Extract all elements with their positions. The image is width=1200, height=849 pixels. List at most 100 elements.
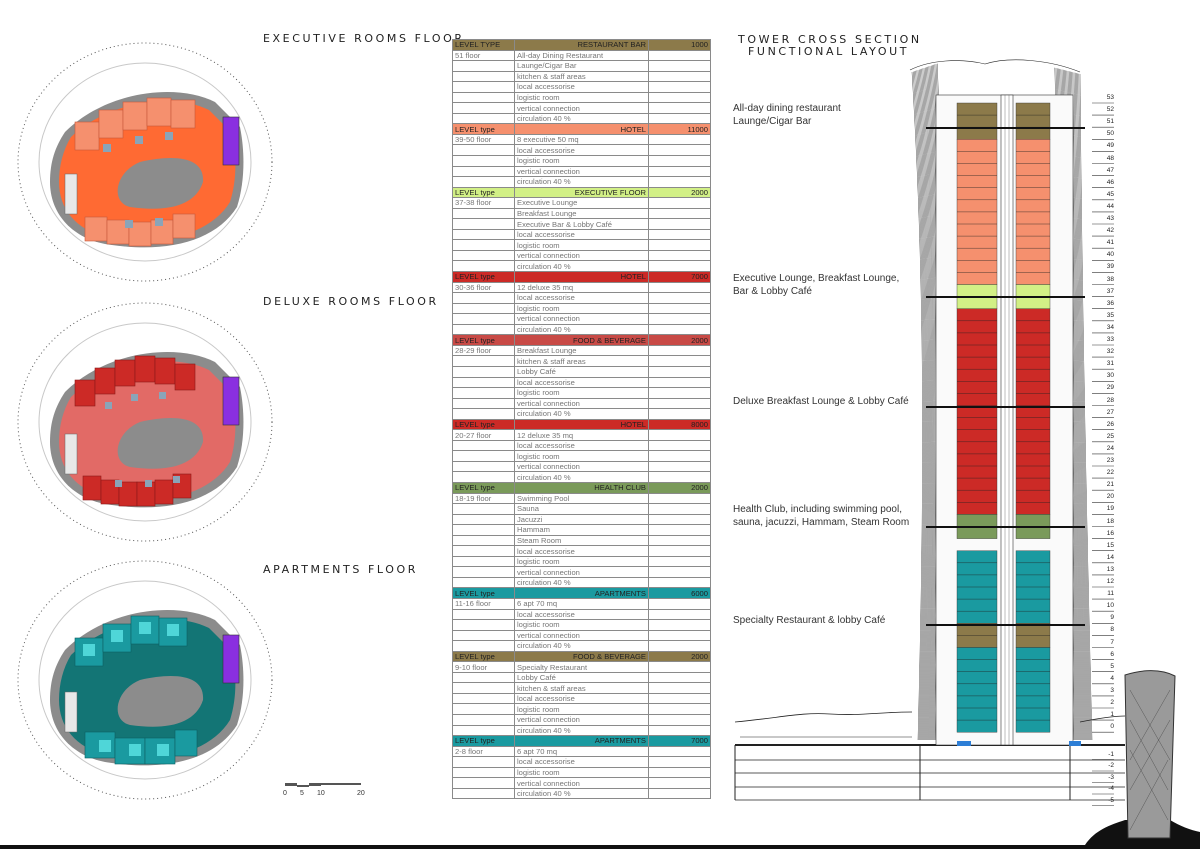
annotation-deluxe: Deluxe Breakfast Lounge & Lobby Café bbox=[733, 396, 909, 407]
table-cell-empty bbox=[648, 555, 711, 568]
floor-label: -5 bbox=[1108, 796, 1114, 804]
table-section-header: LEVEL type APARTMENTS 7000 bbox=[452, 735, 711, 747]
table-row: local accessorise bbox=[452, 756, 711, 768]
table-cell-empty bbox=[648, 619, 711, 631]
section-band-3-right bbox=[1015, 308, 1051, 515]
table-section-header: LEVEL type FOOD & BEVERAGE 2000 bbox=[452, 334, 711, 346]
floor-label: 28 bbox=[1106, 396, 1114, 404]
floor-label: 34 bbox=[1106, 323, 1114, 331]
deluxe-plan-core-violet bbox=[222, 376, 240, 426]
apartments-plan-core-violet bbox=[222, 634, 240, 684]
table-section-header: LEVEL type HOTEL 8000 bbox=[452, 418, 711, 431]
table-row: 2-8 floor 6 apt 70 mq bbox=[452, 745, 711, 758]
table-cell-empty bbox=[648, 692, 711, 705]
floor-label: 20 bbox=[1106, 493, 1114, 501]
apartments-floor-heading: APARTMENTS FLOOR bbox=[263, 563, 419, 576]
table-cell-empty bbox=[648, 661, 711, 673]
floor-label: 21 bbox=[1106, 481, 1114, 489]
floor-label: 4 bbox=[1110, 674, 1114, 682]
table-cell-area: 2000 bbox=[648, 650, 711, 663]
floor-label: 23 bbox=[1106, 457, 1114, 464]
floor-label: -2 bbox=[1108, 762, 1114, 769]
floor-label: 46 bbox=[1106, 178, 1114, 186]
table-cell-empty bbox=[648, 513, 711, 526]
section-band-3-left bbox=[956, 308, 998, 515]
table-row: vertical connection bbox=[452, 714, 711, 726]
table-row: local accessorise bbox=[452, 545, 711, 557]
table-cell-empty bbox=[648, 629, 711, 642]
table-cell-empty bbox=[648, 566, 711, 578]
facade-fin-left bbox=[915, 70, 926, 741]
facade-fin-left bbox=[919, 69, 929, 741]
apartments-plan bbox=[17, 560, 273, 800]
exec-plan-core-violet bbox=[222, 116, 240, 166]
floor-label: 1 bbox=[1110, 711, 1114, 719]
floor-label: 51 bbox=[1106, 118, 1114, 126]
table-row: logistic room bbox=[452, 555, 711, 568]
section-heading-line2: FUNCTIONAL LAYOUT bbox=[748, 45, 910, 58]
scale-label-0: 0 bbox=[283, 790, 287, 797]
facade-fin-left bbox=[913, 71, 924, 741]
table-row: circulation 40 % bbox=[452, 576, 711, 589]
annotation-executive: Executive Lounge, Breakfast Lounge, Bar … bbox=[733, 273, 900, 297]
floor-label: 2 bbox=[1110, 699, 1114, 706]
floor-label: 31 bbox=[1106, 360, 1114, 368]
facade-fin-left bbox=[922, 68, 932, 741]
table-row: vertical connection bbox=[452, 460, 711, 473]
table-section-header: LEVEL type EXECUTIVE FLOOR 2000 bbox=[452, 186, 711, 199]
floor-label: 7 bbox=[1110, 638, 1114, 646]
floor-label: -1 bbox=[1108, 750, 1114, 758]
table-cell-empty bbox=[648, 714, 711, 726]
facade-fin-left bbox=[916, 70, 927, 741]
table-row: 11-16 floor 6 apt 70 mq bbox=[452, 598, 711, 610]
table-section-header: LEVEL type APARTMENTS 6000 bbox=[452, 587, 711, 599]
facade-fin-left bbox=[926, 67, 936, 741]
facade-fin-left bbox=[921, 68, 931, 741]
floor-level-ticks bbox=[1092, 102, 1114, 806]
scale-label-20: 20 bbox=[357, 790, 365, 797]
floor-label: 42 bbox=[1106, 227, 1114, 235]
table-row: local accessorise bbox=[452, 692, 711, 705]
section-band-0-left bbox=[956, 102, 998, 140]
floor-label: 27 bbox=[1106, 408, 1114, 416]
floor-label: 10 bbox=[1106, 602, 1114, 610]
floor-label: 37 bbox=[1106, 287, 1114, 295]
facade-fin-left bbox=[914, 71, 925, 741]
table-row: vertical connection bbox=[452, 629, 711, 642]
deluxe-plan bbox=[17, 302, 273, 542]
table-cell-empty bbox=[648, 682, 711, 694]
table-row: logistic room bbox=[452, 619, 711, 631]
floor-label: 11 bbox=[1107, 590, 1114, 598]
floor-label: 6 bbox=[1110, 650, 1114, 658]
table-cell-empty bbox=[648, 524, 711, 536]
section-band-0-right bbox=[1015, 102, 1051, 140]
floor-label: 53 bbox=[1106, 94, 1114, 101]
scale-label-10: 10 bbox=[317, 790, 325, 797]
table-section-header: LEVEL type FOOD & BEVERAGE 2000 bbox=[452, 650, 711, 663]
table-row: Lobby Café bbox=[452, 671, 711, 684]
floor-label: 3 bbox=[1110, 686, 1114, 694]
table-row: logistic room bbox=[452, 703, 711, 715]
neighbour-building bbox=[1124, 670, 1176, 839]
table-cell-empty bbox=[648, 703, 711, 715]
facade-fin-left bbox=[917, 69, 928, 741]
table-row: circulation 40 % bbox=[452, 640, 711, 652]
table-cell-empty bbox=[648, 608, 711, 621]
floor-label: 8 bbox=[1110, 626, 1114, 634]
floor-label: 45 bbox=[1106, 190, 1114, 198]
floor-label: 33 bbox=[1106, 336, 1114, 343]
floor-label: 25 bbox=[1106, 432, 1114, 440]
facade-fin-left bbox=[911, 71, 923, 741]
table-cell-empty bbox=[648, 576, 711, 589]
tower-crown bbox=[909, 59, 1081, 73]
floor-plans bbox=[17, 42, 361, 800]
table-cell-empty bbox=[648, 787, 711, 800]
floor-label: 44 bbox=[1106, 202, 1114, 210]
floor-label: 26 bbox=[1106, 420, 1114, 428]
floor-label: 30 bbox=[1106, 372, 1114, 380]
table-cell-empty bbox=[648, 756, 711, 768]
scale-label-5: 5 bbox=[300, 790, 304, 797]
table-row: logistic room bbox=[452, 766, 711, 779]
table-row: vertical connection bbox=[452, 566, 711, 578]
floor-label: 19 bbox=[1106, 505, 1114, 513]
